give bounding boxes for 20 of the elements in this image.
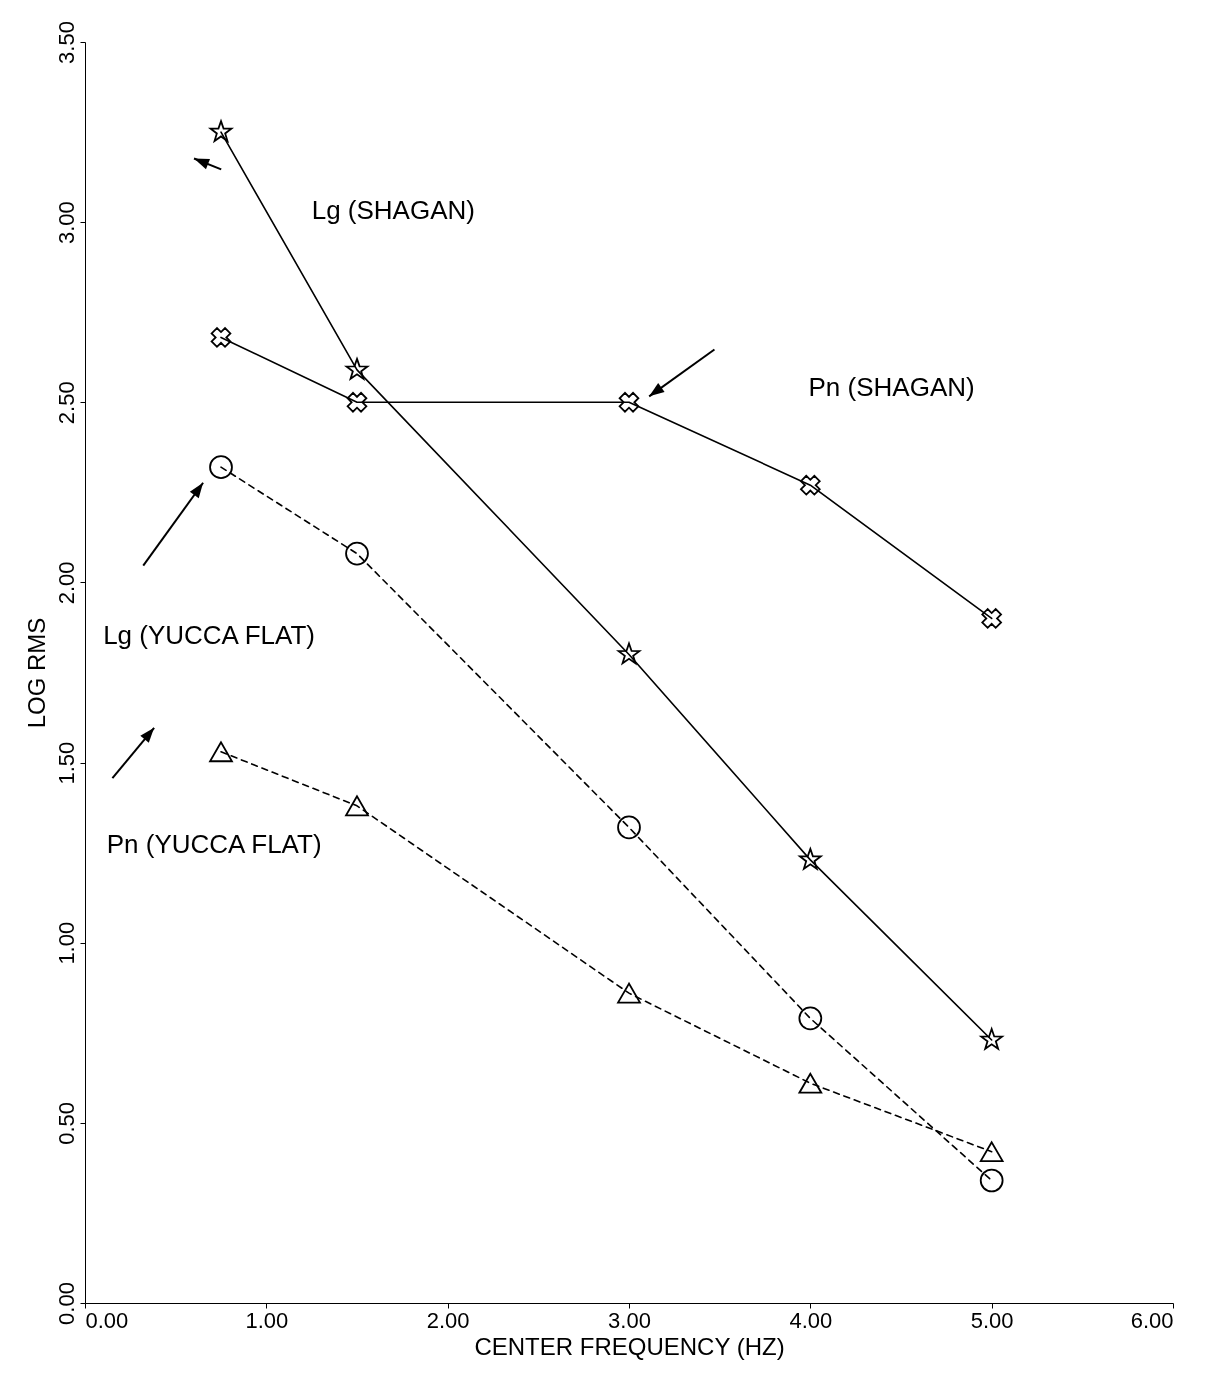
x-tick-label: 4.00 [789, 1307, 833, 1333]
y-tick-label: 0.50 [53, 1101, 79, 1145]
y-tick-label: 1.50 [53, 741, 79, 785]
y-tick-label: 3.00 [53, 201, 79, 245]
x-tick-label: 0.00 [85, 1307, 129, 1333]
text: Lg (YUCCA FLAT) [103, 620, 316, 651]
x-tick-label: 5.00 [970, 1307, 1014, 1333]
series-label: Lg (SHAGAN) [311, 195, 475, 226]
y-tick-label: 2.50 [53, 381, 79, 425]
x-axis-title: CENTER FREQUENCY (HZ) [474, 1332, 785, 1360]
x-tick-label: 1.00 [245, 1307, 289, 1333]
y-tick-label: 3.50 [53, 21, 79, 64]
x-tick-label: 3.00 [608, 1307, 651, 1333]
series-label: Pn (YUCCA FLAT) [106, 829, 322, 860]
x-tick-label: 2.00 [426, 1307, 470, 1333]
y-tick-label: 2.00 [53, 561, 79, 605]
y-axis-title: LOG RMS [22, 617, 50, 729]
x-tick-label: 6.00 [1130, 1307, 1174, 1333]
text: Pn (SHAGAN) [808, 371, 975, 402]
y-tick-label: 1.00 [53, 921, 79, 965]
